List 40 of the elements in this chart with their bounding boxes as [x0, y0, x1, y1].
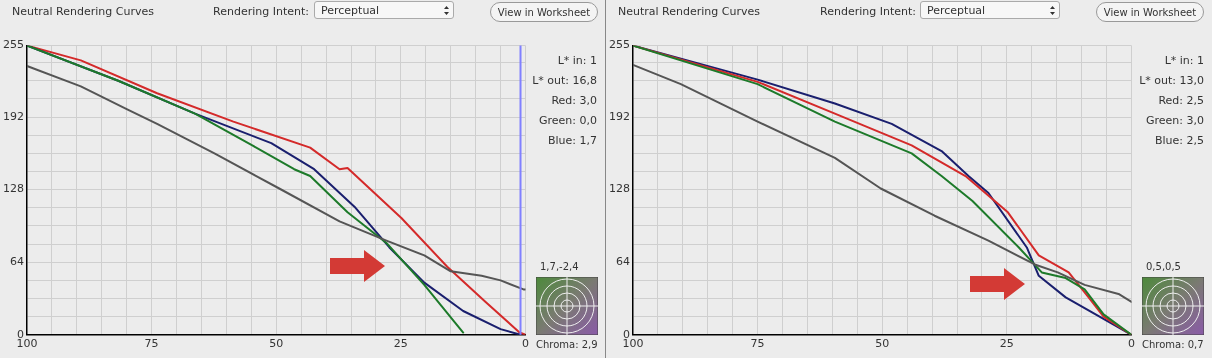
text: Green: 0,0	[538, 114, 597, 127]
x-tick-label: 25	[999, 337, 1014, 351]
x-tick-label: 100	[16, 337, 38, 351]
text: L* in: 1	[557, 54, 597, 67]
x-tick-label: 100	[622, 337, 644, 351]
text: Blue: 2,5	[1154, 134, 1204, 147]
text: View in Worksheet	[1096, 2, 1204, 22]
x-tick-label: 50	[875, 337, 890, 351]
text: Chroma: 0,7	[1142, 339, 1204, 350]
x-tick-label: 75	[144, 337, 159, 351]
x-tick-label: 75	[750, 337, 765, 351]
y-tick-label: 64	[616, 255, 630, 269]
text: Blue: 1,7	[547, 134, 597, 147]
y-tick-label: 255	[609, 38, 630, 52]
y-tick-label: 192	[3, 109, 24, 123]
y-tick-label: 128	[609, 182, 630, 196]
text: Rendering Intent:	[820, 5, 916, 18]
text: Green: 3,0	[1145, 114, 1204, 127]
text: Chroma: 2,9	[536, 339, 598, 350]
dropdown-field: Perceptual	[314, 1, 454, 19]
x-tick-label: 50	[269, 337, 284, 351]
chart-title: Neutral Rendering Curves	[618, 5, 760, 18]
x-tick-label: 25	[393, 337, 408, 351]
dropdown-field: Perceptual	[920, 1, 1060, 19]
text: L* out: 13,0	[1139, 74, 1204, 87]
x-tick-label: 0	[1128, 337, 1135, 351]
y-tick-label: 255	[3, 38, 24, 52]
text: 0,5,0,5	[1146, 261, 1181, 272]
text: Rendering Intent:	[213, 5, 309, 18]
y-tick-label: 192	[609, 109, 630, 123]
text: L* in: 1	[1164, 54, 1204, 67]
text: Red: 2,5	[1158, 94, 1204, 107]
y-tick-label: 64	[10, 255, 24, 269]
text: 1,7,-2,4	[540, 261, 579, 272]
y-tick-label: 128	[3, 182, 24, 196]
x-tick-label: 0	[522, 337, 529, 351]
text: Red: 3,0	[551, 94, 597, 107]
chart-title: Neutral Rendering Curves	[12, 5, 154, 18]
text: L* out: 16,8	[532, 74, 597, 87]
text: View in Worksheet	[490, 2, 598, 22]
